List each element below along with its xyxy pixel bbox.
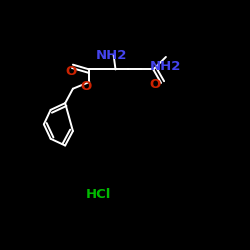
- Text: O: O: [150, 78, 161, 91]
- Text: HCl: HCl: [86, 188, 111, 201]
- Text: NH2: NH2: [150, 60, 182, 73]
- Text: NH2: NH2: [96, 50, 127, 62]
- Text: O: O: [65, 65, 76, 78]
- Text: O: O: [81, 80, 92, 93]
